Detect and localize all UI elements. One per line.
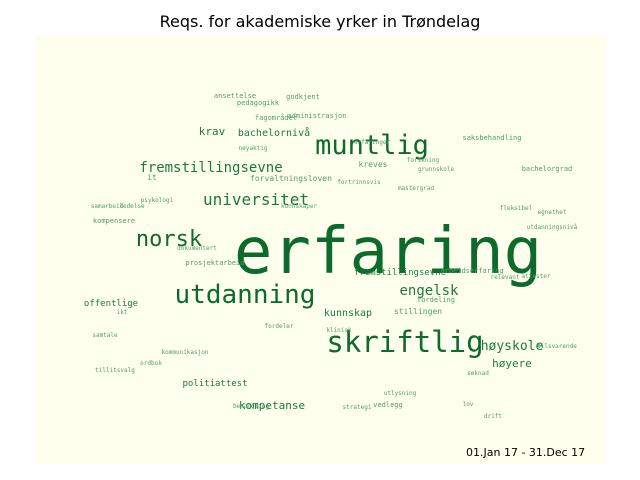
- word-fleksibel: fleksibel: [500, 205, 533, 212]
- word-skriftlig: skriftlig: [326, 325, 483, 359]
- word-ordbok: ordbok: [140, 360, 162, 367]
- word-fremstillingsevne: fremstillingsevne: [354, 268, 446, 278]
- word-muntlig: muntlig: [315, 130, 429, 161]
- word-erfaring: erfaring: [234, 215, 542, 289]
- word-tillitsvalg: tillitsvalg: [95, 367, 135, 374]
- word-kreves: kreves: [359, 160, 388, 169]
- word-klinisk: klinisk: [326, 327, 352, 334]
- word-høyskole: høyskole: [481, 339, 544, 354]
- word-vedlegg: vedlegg: [373, 401, 403, 409]
- word-bachelornivå: bachelornivå: [238, 126, 310, 139]
- word-fordeling: fordeling: [417, 296, 455, 304]
- word-lov: lov: [463, 401, 474, 408]
- chart-title: Reqs. for akademiske yrker in Trøndelag: [159, 12, 481, 31]
- word-stillingen: stillingen: [394, 307, 442, 316]
- word-behandling: behandling: [233, 403, 270, 410]
- word-fortrinnsvis: fortrinnsvis: [337, 179, 381, 186]
- word-samtale: samtale: [92, 332, 118, 339]
- word-ledelse: ledelse: [119, 203, 145, 210]
- word-universitet: universitet: [203, 190, 309, 209]
- word-fremstillingsevne: fremstillingsevne: [139, 160, 282, 176]
- date-range-label: 01.Jan 17 - 31.Dec 17: [466, 446, 586, 459]
- word-norsk: norsk: [136, 227, 202, 252]
- word-relevant: relevant: [491, 274, 520, 281]
- word-kunnskaper: kunnskaper: [281, 203, 318, 210]
- word-mastergrad: mastergrad: [398, 185, 435, 192]
- wordcloud-svg: erfaring skriftlig muntlig utdanning norskun…: [35, 36, 607, 464]
- word-utlysning: utlysning: [384, 390, 417, 397]
- word-politiattest: politiattest: [182, 379, 247, 389]
- word-forvaltningsloven: forvaltningsloven: [250, 174, 332, 183]
- word-saksbehandling: saksbehandling: [462, 134, 521, 142]
- word-psykologi: psykologi: [141, 197, 174, 204]
- word-kompensere: kompensere: [93, 217, 135, 225]
- word-dokumentert: dokumentert: [177, 245, 217, 252]
- word-strategi: strategi: [343, 404, 372, 411]
- word-bachelorgrad: bachelorgrad: [522, 165, 573, 173]
- word-prosjektarbeid: prosjektarbeid: [185, 259, 244, 267]
- word-søknad: søknad: [467, 370, 489, 377]
- word-it: it: [147, 173, 157, 182]
- word-krav: krav: [199, 125, 226, 138]
- word-drift: drift: [484, 413, 502, 420]
- wordcloud-background: [35, 36, 607, 464]
- word-fordeler: fordeler: [265, 323, 294, 330]
- word-ansettelse: ansettelse: [214, 92, 256, 100]
- word-godkjent: godkjent: [286, 93, 320, 101]
- word-ikt: ikt: [117, 309, 128, 316]
- word-forskning: forskning: [407, 157, 440, 164]
- word-kommunikasjon: kommunikasjon: [162, 349, 209, 356]
- word-tilsvarende: tilsvarende: [537, 343, 577, 350]
- word-kompetanse: kompetanse: [239, 399, 305, 412]
- word-fagområdet: fagområdet: [255, 113, 297, 122]
- wordcloud-area: erfaring skriftlig muntlig utdanning norsk un…: [35, 36, 607, 464]
- word-attester: attester: [522, 273, 551, 280]
- word-samarbeid: samarbeid: [91, 203, 124, 210]
- word-utdanning: utdanning: [175, 280, 316, 310]
- word-pedagogikk: pedagogikk: [237, 99, 280, 107]
- word-kunnskap: kunnskap: [324, 308, 372, 319]
- word-administrasjon: administrasjon: [287, 112, 346, 120]
- word-grunnskole: grunnskole: [418, 166, 455, 173]
- word-arbeidserfaring: arbeidserfaring: [440, 267, 503, 275]
- word-egnethet: egnethet: [538, 209, 567, 216]
- word-høyere: høyere: [492, 357, 532, 370]
- word-offentlige: offentlige: [84, 299, 138, 309]
- word-utdanningsnivå: utdanningsnivå: [527, 224, 578, 231]
- word-nøyaktig: nøyaktig: [239, 145, 268, 152]
- word-erfaringer: erfaringer: [354, 139, 391, 146]
- word-engelsk: engelsk: [399, 283, 459, 299]
